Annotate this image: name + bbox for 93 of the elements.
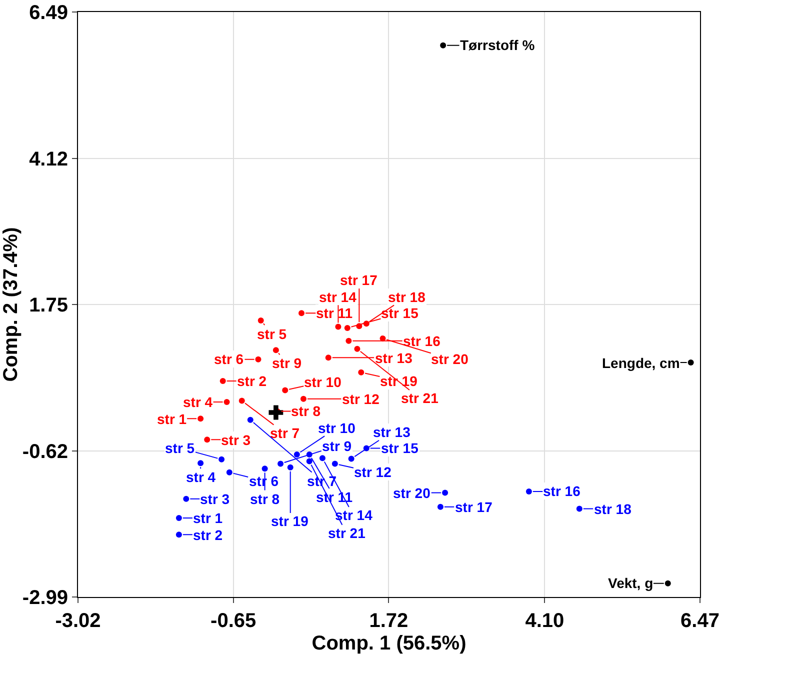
data-label: str 11 [316, 305, 353, 321]
x-tick-label: 1.72 [369, 610, 408, 632]
data-label: Vekt, g [608, 575, 654, 591]
point [287, 464, 294, 470]
point [224, 399, 230, 405]
point [294, 451, 300, 458]
data-label: str 3 [221, 432, 251, 448]
point [176, 515, 182, 522]
data-label: str 17 [340, 272, 378, 288]
point [247, 416, 254, 423]
point [298, 310, 304, 316]
x-tick-label: 6.47 [680, 610, 720, 632]
data-label: str 21 [328, 525, 366, 541]
data-label: str 20 [431, 351, 469, 367]
point [664, 580, 671, 586]
point [319, 455, 326, 462]
point [576, 506, 582, 512]
point [238, 398, 245, 404]
point [688, 360, 694, 366]
data-label: str 13 [375, 350, 413, 366]
point [306, 458, 312, 464]
y-tick-label: 4.12 [29, 148, 68, 170]
point [325, 354, 332, 361]
point [282, 387, 288, 394]
data-label: str 5 [257, 326, 287, 342]
data-label: str 10 [304, 374, 342, 390]
data-label: str 13 [373, 424, 411, 440]
data-label: str 14 [319, 289, 357, 305]
point [204, 436, 210, 443]
data-label: str 18 [388, 289, 426, 305]
point [258, 318, 264, 324]
point [226, 469, 232, 476]
data-label: str 6 [214, 351, 244, 367]
y-tick-label: 6.49 [29, 2, 68, 24]
y-tick-label: 1.75 [29, 294, 68, 316]
data-label: str 15 [381, 305, 419, 321]
data-label: str 19 [380, 373, 418, 389]
point [440, 42, 446, 48]
data-label: Tørrstoff % [460, 37, 536, 53]
data-label: str 21 [401, 390, 439, 406]
data-label: str 2 [193, 527, 223, 543]
data-label: str 9 [322, 438, 352, 454]
x-tick-label: -3.02 [55, 610, 101, 632]
data-label: str 5 [165, 440, 195, 456]
point [348, 456, 354, 462]
data-label: str 1 [157, 411, 187, 427]
data-label: str 12 [354, 464, 392, 480]
point [332, 460, 338, 467]
point [220, 378, 226, 384]
data-label: str 7 [270, 425, 300, 441]
point [526, 488, 532, 494]
point [354, 346, 360, 352]
point [278, 460, 284, 467]
point [262, 466, 268, 472]
data-label: str 8 [291, 403, 321, 419]
data-label: str 1 [193, 510, 223, 526]
data-label: str 2 [237, 373, 267, 389]
x-tick-label: -0.65 [210, 610, 256, 632]
data-label: str 16 [403, 333, 441, 349]
data-label: Lengde, cm [602, 355, 680, 371]
point [198, 460, 204, 466]
point [442, 490, 448, 496]
x-tick-label: 4.10 [525, 610, 564, 632]
data-label: str 4 [186, 469, 216, 485]
data-label: str 9 [272, 355, 302, 371]
y-tick-label: -2.99 [22, 587, 68, 609]
point [272, 347, 279, 354]
y-tick-label: -0.62 [22, 440, 68, 463]
point [346, 338, 352, 344]
point [218, 456, 225, 462]
point [344, 324, 350, 331]
point [183, 496, 190, 502]
x-axis-title: Comp. 1 (56.5%) [312, 632, 466, 654]
point [255, 356, 262, 362]
data-label: str 3 [200, 491, 230, 507]
data-label: str 10 [318, 420, 356, 436]
data-label: str 12 [342, 391, 380, 407]
y-axis-title: Comp. 2 (37.4%) [0, 227, 22, 382]
data-label: str 15 [381, 440, 419, 456]
data-label: str 19 [271, 513, 309, 529]
data-label: str 16 [543, 483, 581, 499]
data-label: str 8 [250, 491, 280, 507]
data-label: str 4 [183, 394, 213, 410]
point [268, 405, 284, 420]
point [437, 504, 444, 510]
point [358, 369, 364, 376]
data-label: str 20 [393, 485, 431, 501]
point [300, 396, 306, 402]
data-label: str 17 [455, 499, 493, 515]
data-label: str 18 [594, 501, 632, 517]
point [176, 532, 182, 538]
point [335, 324, 342, 330]
point [198, 416, 204, 422]
